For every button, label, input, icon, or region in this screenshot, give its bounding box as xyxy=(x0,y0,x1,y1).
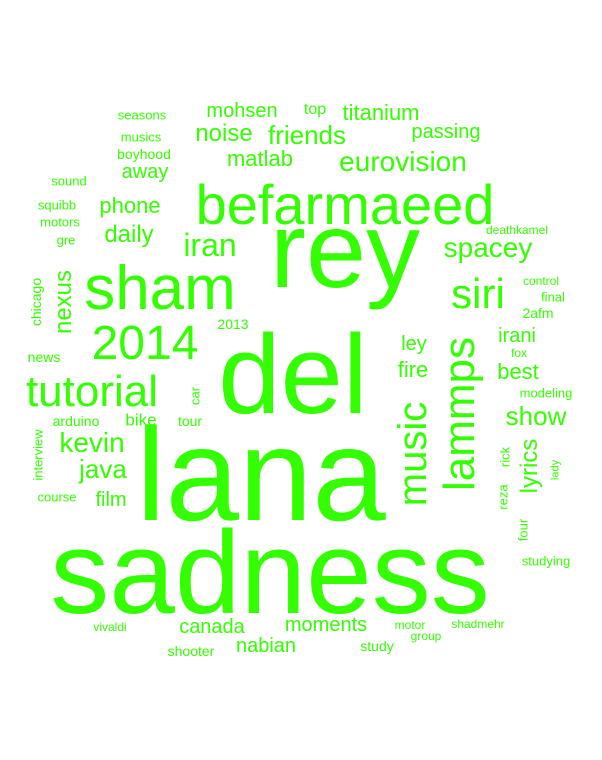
word-news: news xyxy=(27,349,61,365)
word-deathkamel: deathkamel xyxy=(485,223,549,237)
word-irani: irani xyxy=(498,325,536,347)
word-motor: motor xyxy=(394,618,426,632)
word-film: film xyxy=(95,489,127,511)
word-interview: interview xyxy=(30,429,46,481)
word-titanium: titanium xyxy=(342,100,420,125)
word-sadness: sadness xyxy=(50,507,490,639)
word-matlab: matlab xyxy=(226,146,294,171)
word-canada: canada xyxy=(179,616,245,638)
word-show: show xyxy=(505,401,567,431)
word-shooter: shooter xyxy=(167,643,215,659)
word-sham: sham xyxy=(84,254,236,323)
word-2afm: 2afm xyxy=(522,305,554,321)
word-musics: musics xyxy=(120,129,162,145)
word-del: del xyxy=(218,312,368,437)
word-course: course xyxy=(37,489,77,505)
word-squibb: squibb xyxy=(37,197,77,213)
word-best: best xyxy=(497,359,539,384)
word-reza: reza xyxy=(495,484,511,510)
word-vivaldi: vivaldi xyxy=(93,620,127,634)
word-car: car xyxy=(187,386,203,406)
word-sound: sound xyxy=(51,173,87,189)
word-2014: 2014 xyxy=(91,317,199,370)
word-four: four xyxy=(515,518,531,542)
word-gre: gre xyxy=(56,232,76,248)
word-motors: motors xyxy=(40,214,80,230)
word-nexus: nexus xyxy=(50,269,77,335)
word-friends: friends xyxy=(267,120,347,150)
word-modeling: modeling xyxy=(519,385,573,401)
word-ley: ley xyxy=(401,333,427,355)
word-spacey: spacey xyxy=(443,232,533,263)
word-away: away xyxy=(121,161,169,183)
word-lady: lady xyxy=(549,459,562,481)
word-chicago: chicago xyxy=(28,277,44,327)
word-study: study xyxy=(360,638,394,654)
word-daily: daily xyxy=(104,221,154,248)
word-rey: rey xyxy=(269,189,421,310)
word-nabian: nabian xyxy=(235,635,297,657)
word-lammps: lammps xyxy=(435,336,484,492)
word-arduino: arduino xyxy=(52,413,100,429)
word-seasons: seasons xyxy=(117,107,167,123)
word-mohsen: mohsen xyxy=(206,100,278,122)
word-2013: 2013 xyxy=(217,316,249,332)
word-lana: lana xyxy=(136,401,386,548)
word-passing: passing xyxy=(411,121,481,143)
word-lyrics: lyrics xyxy=(516,438,543,494)
word-studying: studying xyxy=(521,553,571,569)
word-fox: fox xyxy=(510,346,528,360)
word-kevin: kevin xyxy=(59,427,125,458)
word-tutorial: tutorial xyxy=(25,367,159,416)
word-group: group xyxy=(410,629,442,643)
word-control: control xyxy=(522,274,560,288)
word-top: top xyxy=(303,101,327,118)
word-shadmehr: shadmehr xyxy=(451,617,505,631)
word-rick: rick xyxy=(497,446,513,468)
word-music: music xyxy=(391,401,435,507)
word-java: java xyxy=(79,454,127,484)
word-boyhood: boyhood xyxy=(117,146,171,162)
word-bike: bike xyxy=(125,410,157,430)
word-noise: noise xyxy=(195,120,253,147)
word-tour: tour xyxy=(177,413,203,429)
word-phone: phone xyxy=(99,193,161,218)
word-final: final xyxy=(541,289,565,305)
word-moments: moments xyxy=(284,614,368,636)
word-iran: iran xyxy=(183,227,237,263)
word-befarmaeed: befarmaeed xyxy=(195,173,495,236)
word-fire: fire xyxy=(397,357,429,382)
word-siri: siri xyxy=(451,270,505,317)
word-eurovision: eurovision xyxy=(339,146,467,177)
